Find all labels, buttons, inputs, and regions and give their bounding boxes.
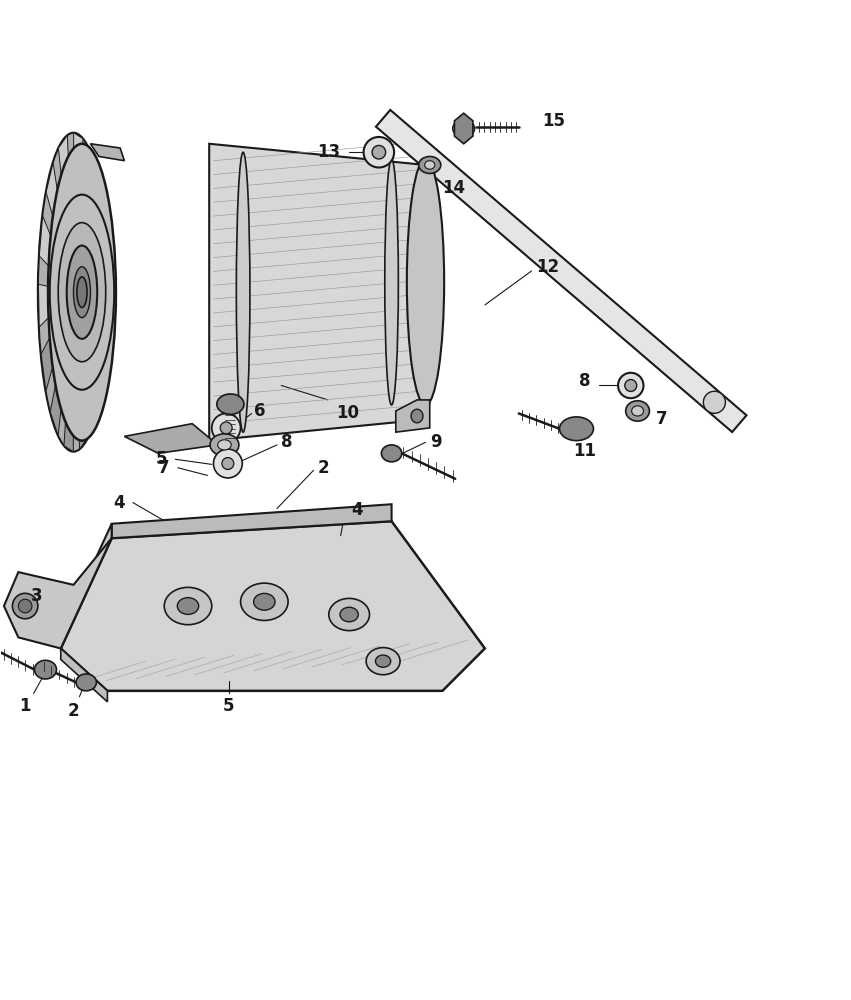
Ellipse shape: [217, 394, 244, 414]
Circle shape: [363, 137, 394, 167]
Ellipse shape: [328, 598, 369, 631]
Polygon shape: [396, 400, 430, 432]
Polygon shape: [111, 504, 391, 538]
Circle shape: [625, 380, 637, 391]
Ellipse shape: [35, 660, 56, 679]
Polygon shape: [209, 144, 426, 441]
Circle shape: [214, 449, 243, 478]
Polygon shape: [41, 317, 62, 391]
Polygon shape: [80, 149, 97, 244]
Ellipse shape: [164, 587, 212, 625]
Polygon shape: [50, 340, 67, 436]
Text: 4: 4: [112, 494, 124, 512]
Circle shape: [19, 599, 32, 613]
Text: 8: 8: [580, 372, 591, 390]
Text: 4: 4: [351, 501, 363, 519]
Text: 5: 5: [223, 697, 235, 715]
Ellipse shape: [625, 401, 649, 421]
Ellipse shape: [419, 156, 441, 173]
Polygon shape: [64, 353, 73, 452]
Text: 12: 12: [536, 258, 559, 276]
Ellipse shape: [237, 152, 250, 432]
Ellipse shape: [407, 159, 444, 405]
Ellipse shape: [381, 445, 402, 462]
Text: 9: 9: [430, 433, 442, 451]
Polygon shape: [46, 163, 66, 252]
Circle shape: [704, 391, 725, 413]
Text: 6: 6: [254, 402, 266, 420]
Polygon shape: [59, 135, 71, 235]
Ellipse shape: [210, 434, 239, 456]
Polygon shape: [73, 133, 83, 231]
Circle shape: [220, 422, 232, 434]
Text: 1: 1: [20, 697, 31, 715]
Circle shape: [372, 145, 386, 159]
Polygon shape: [76, 350, 89, 449]
Ellipse shape: [76, 674, 96, 691]
Ellipse shape: [77, 277, 87, 307]
Ellipse shape: [453, 120, 475, 137]
Polygon shape: [39, 216, 61, 278]
Text: 8: 8: [282, 433, 293, 451]
Polygon shape: [4, 538, 111, 648]
Ellipse shape: [385, 119, 397, 131]
Text: 13: 13: [317, 143, 340, 161]
Ellipse shape: [37, 133, 109, 452]
Polygon shape: [38, 284, 60, 327]
Text: 2: 2: [68, 702, 79, 720]
Circle shape: [13, 593, 37, 619]
Polygon shape: [82, 332, 100, 422]
Text: 15: 15: [543, 112, 566, 130]
Text: 10: 10: [336, 404, 359, 422]
Ellipse shape: [559, 417, 593, 441]
Ellipse shape: [455, 179, 467, 191]
Polygon shape: [60, 524, 111, 648]
Ellipse shape: [631, 406, 643, 416]
Text: 7: 7: [656, 410, 668, 428]
Ellipse shape: [218, 440, 231, 450]
Polygon shape: [87, 257, 109, 300]
Ellipse shape: [48, 144, 116, 441]
Ellipse shape: [411, 409, 423, 423]
Ellipse shape: [375, 655, 391, 667]
Polygon shape: [124, 424, 218, 453]
Ellipse shape: [340, 607, 358, 622]
Text: 5: 5: [155, 450, 167, 468]
Ellipse shape: [425, 161, 435, 169]
Ellipse shape: [254, 593, 275, 610]
Ellipse shape: [177, 598, 198, 614]
Circle shape: [222, 458, 234, 469]
Polygon shape: [376, 110, 746, 432]
Circle shape: [618, 373, 643, 398]
Ellipse shape: [241, 583, 288, 620]
Polygon shape: [454, 113, 473, 144]
Ellipse shape: [58, 223, 106, 362]
Text: 3: 3: [31, 587, 42, 605]
Text: 11: 11: [574, 442, 597, 460]
Polygon shape: [84, 193, 106, 267]
Polygon shape: [86, 307, 108, 368]
Ellipse shape: [66, 246, 97, 339]
Ellipse shape: [385, 159, 398, 405]
Polygon shape: [60, 521, 485, 691]
Text: 7: 7: [157, 459, 169, 477]
Text: 14: 14: [443, 179, 465, 197]
Circle shape: [212, 413, 241, 442]
Polygon shape: [60, 648, 107, 702]
Text: 2: 2: [317, 459, 329, 477]
Polygon shape: [90, 144, 124, 161]
Ellipse shape: [73, 267, 90, 318]
Ellipse shape: [366, 648, 400, 675]
